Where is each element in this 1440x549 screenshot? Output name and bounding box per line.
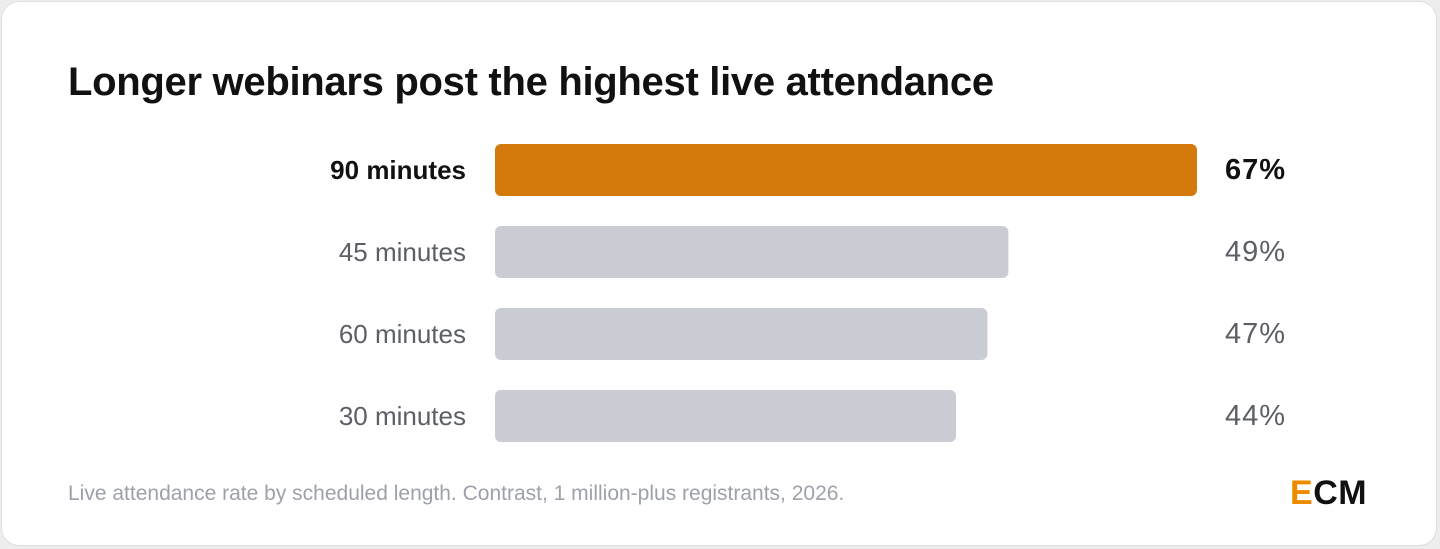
- category-label: 60 minutes: [339, 319, 466, 349]
- category-label: 90 minutes: [330, 155, 466, 185]
- logo-first-letter: E: [1290, 474, 1314, 512]
- chart-footnote: Live attendance rate by scheduled length…: [68, 482, 845, 505]
- bar: [495, 226, 1009, 278]
- bar: [495, 390, 957, 442]
- value-label: 67%: [1225, 154, 1286, 186]
- logo-rest: CM: [1313, 474, 1368, 512]
- bar: [495, 308, 988, 360]
- chart-title: Longer webinars post the highest live at…: [68, 60, 994, 104]
- category-label: 30 minutes: [339, 401, 466, 431]
- category-label: 45 minutes: [339, 237, 466, 267]
- brand-logo: ECM: [1290, 474, 1367, 513]
- bar: [495, 144, 1197, 196]
- value-label: 49%: [1225, 236, 1286, 268]
- value-label: 44%: [1225, 400, 1286, 432]
- value-label: 47%: [1225, 318, 1286, 350]
